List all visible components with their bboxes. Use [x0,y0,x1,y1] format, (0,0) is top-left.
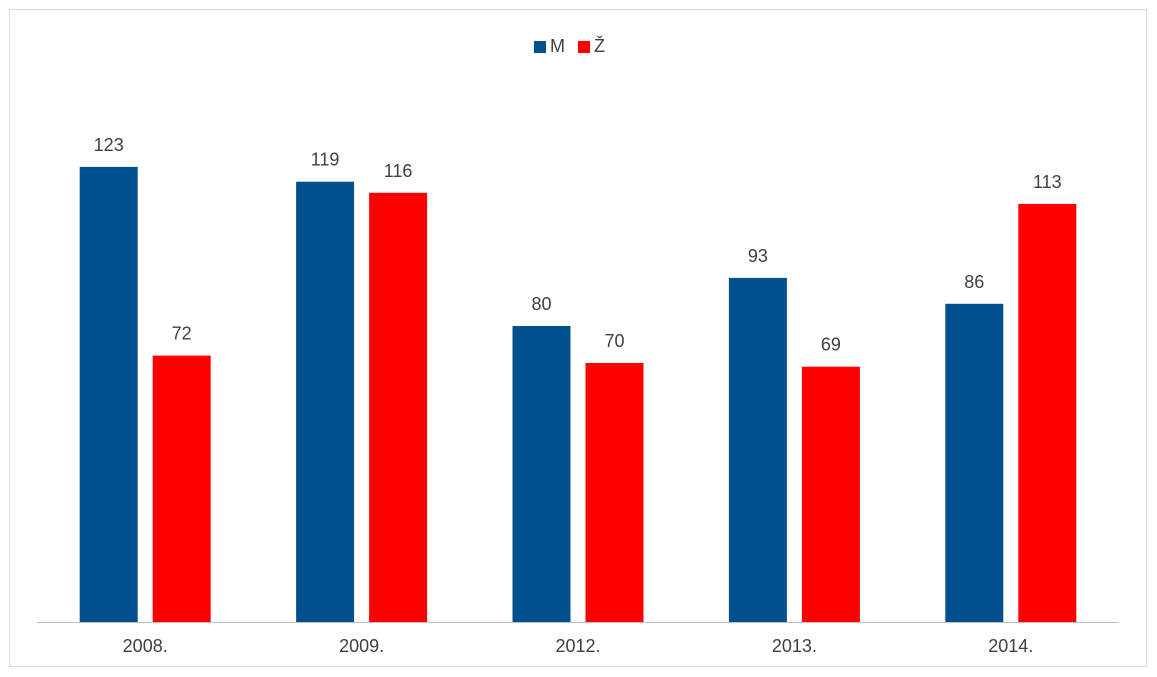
x-tick-label-2008: 2008. [123,636,168,656]
data-label-z-2014: 113 [1033,172,1062,192]
bar-z-2014 [1018,203,1077,622]
data-label-z-2008: 72 [172,324,192,344]
x-tick-label-2013: 2013. [772,636,817,656]
data-label-m-2008: 123 [94,135,124,155]
bar-m-2012 [512,326,571,622]
bar-m-2009 [296,181,355,622]
legend-label-m: M [550,36,565,56]
data-label-z-2012: 70 [604,331,624,351]
data-label-m-2012: 80 [531,294,551,314]
bar-z-2013 [801,366,860,622]
data-label-m-2013: 93 [748,246,768,266]
bars [79,166,1077,623]
legend-label-z: Ž [594,36,605,56]
bar-z-2009 [369,192,428,623]
x-axis-tick-labels: 2008. 2009. 2012. 2013. 2014. [123,636,1034,656]
data-label-z-2009: 116 [384,161,413,181]
data-label-m-2014: 86 [964,272,984,292]
bar-z-2012 [585,363,644,622]
x-tick-label-2009: 2009. [339,636,384,656]
bar-z-2008 [152,355,211,622]
bar-m-2008 [79,166,138,622]
legend-swatch-z [578,41,590,53]
x-tick-label-2012: 2012. [555,636,600,656]
data-labels: 123 72 119 116 80 70 93 69 86 113 [94,135,1062,355]
data-label-m-2009: 119 [311,150,340,170]
bar-m-2014 [945,303,1004,622]
x-tick-label-2014: 2014. [988,636,1033,656]
legend-swatch-m [534,41,546,53]
data-label-z-2013: 69 [821,335,841,355]
bar-m-2013 [728,277,787,622]
